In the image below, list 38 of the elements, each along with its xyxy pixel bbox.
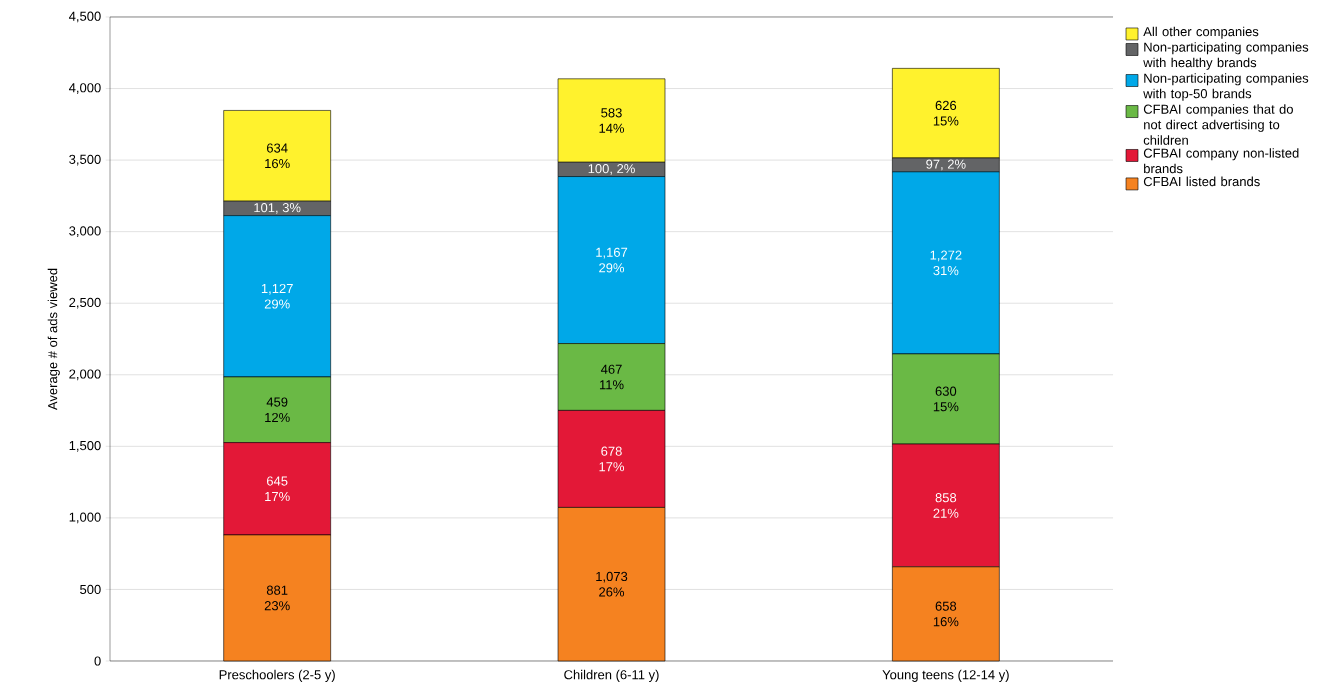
y-tick-label: 4,000 bbox=[68, 83, 101, 94]
y-tick-label: 2,000 bbox=[69, 369, 101, 381]
data-label: 678 17% bbox=[599, 446, 625, 472]
data-label: 1,167 29% bbox=[596, 247, 628, 273]
data-label: 630 15% bbox=[933, 386, 959, 412]
x-tick-label: Young teens (12-14 y) bbox=[882, 669, 1009, 682]
y-tick-label: 3,000 bbox=[69, 226, 101, 238]
data-label: 1,073 26% bbox=[596, 571, 628, 597]
data-label: 101, 3% bbox=[254, 203, 301, 214]
data-label: 100, 2% bbox=[588, 164, 635, 175]
data-label: 1,127 29% bbox=[261, 283, 293, 309]
y-tick-label: 2,500 bbox=[69, 297, 101, 309]
data-label: 626 15% bbox=[933, 100, 959, 126]
data-label: 97, 2% bbox=[926, 159, 966, 171]
data-label: 881 23% bbox=[264, 585, 290, 611]
data-label: 583 14% bbox=[599, 108, 625, 133]
x-tick-label: Preschoolers (2-5 y) bbox=[219, 669, 335, 682]
y-tick-label: 1,000 bbox=[69, 512, 101, 524]
legend-label: All other companies bbox=[1143, 26, 1259, 39]
legend-label: CFBAI company non-listed brands bbox=[1143, 148, 1299, 174]
y-tick-label: 0 bbox=[94, 656, 101, 666]
y-tick-label: 3,500 bbox=[69, 154, 101, 166]
legend-label: CFBAI listed brands bbox=[1143, 176, 1260, 187]
legend-label: Non-participating companies with top-50 brands bbox=[1143, 73, 1309, 101]
data-label: 1,272 31% bbox=[930, 250, 962, 276]
legend-label: Non-participating companies with healthy brands bbox=[1143, 42, 1309, 70]
y-tick-label: 1,500 bbox=[69, 440, 101, 452]
x-tick-label: Children (6-11 y) bbox=[564, 669, 659, 682]
legend-label: CFBAI companies that do not direct advertising to children bbox=[1143, 104, 1293, 145]
y-tick-label: 500 bbox=[80, 584, 101, 595]
data-label: 467 11% bbox=[599, 364, 624, 390]
data-label: 645 17% bbox=[265, 476, 290, 502]
data-label: 459 12% bbox=[265, 397, 290, 423]
y-axis-title: Average # of ads viewed bbox=[47, 268, 60, 411]
data-label: 634 16% bbox=[265, 143, 290, 169]
y-tick-label: 4,500 bbox=[68, 11, 101, 23]
data-label: 858 21% bbox=[933, 493, 959, 518]
data-label: 658 16% bbox=[933, 601, 959, 627]
